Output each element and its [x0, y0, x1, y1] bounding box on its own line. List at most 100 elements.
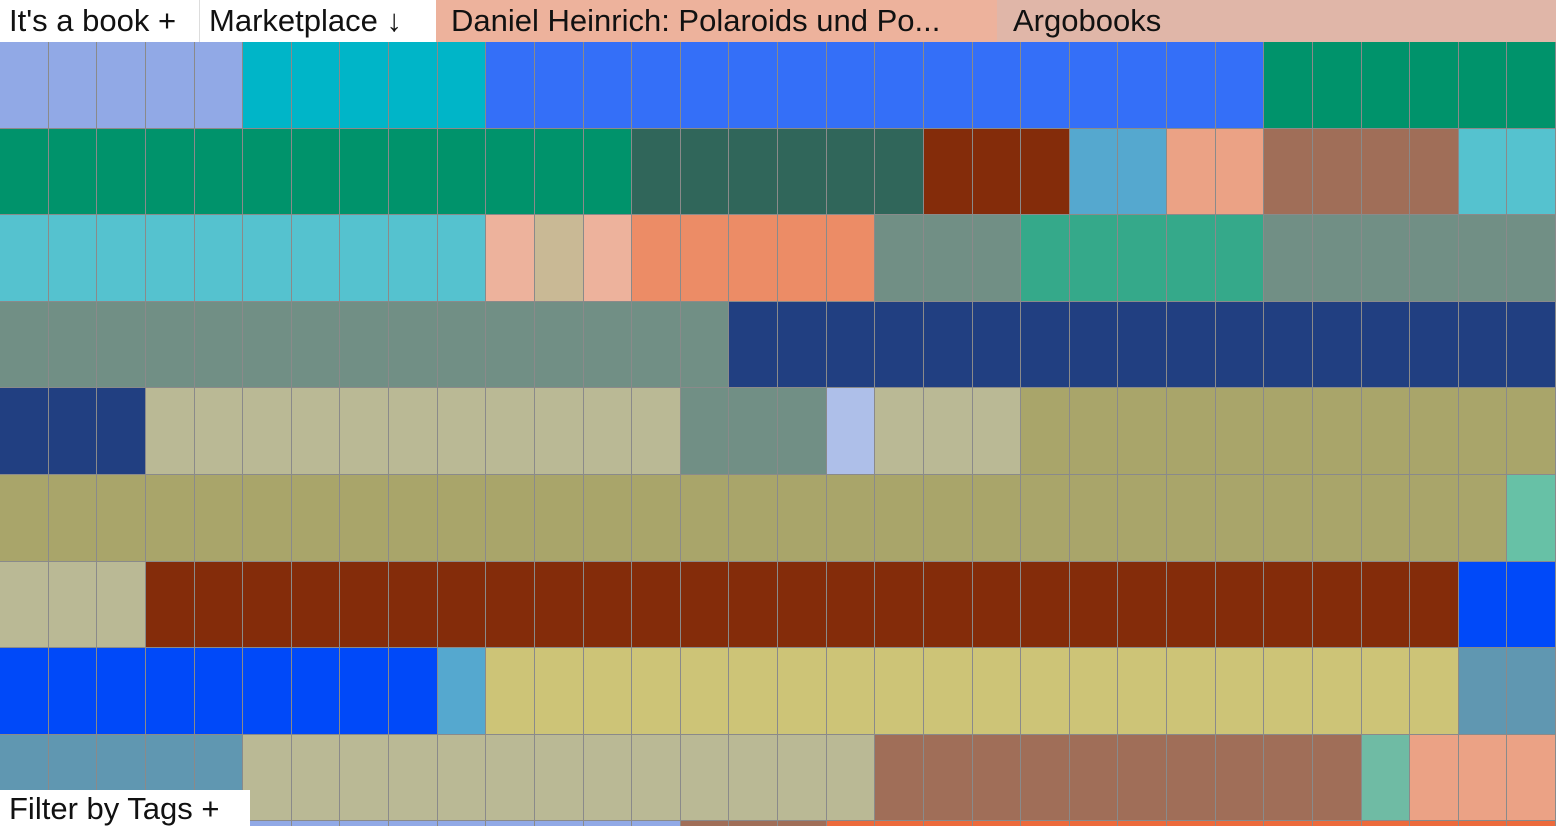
book-tile[interactable] — [1069, 648, 1119, 735]
book-tile[interactable] — [632, 128, 681, 216]
nav-item[interactable]: It's a book + — [0, 0, 200, 42]
book-tile[interactable] — [1167, 388, 1216, 475]
book-tile[interactable] — [48, 128, 98, 216]
book-tile[interactable] — [826, 301, 876, 389]
book-tile[interactable] — [534, 388, 584, 475]
book-tile[interactable] — [243, 301, 292, 389]
book-tile[interactable] — [1215, 648, 1265, 735]
book-tile[interactable] — [826, 215, 876, 302]
book-tile[interactable] — [923, 821, 973, 826]
book-tile[interactable] — [97, 128, 146, 216]
book-tile[interactable] — [48, 215, 98, 302]
book-tile[interactable] — [1167, 561, 1216, 649]
book-tile[interactable] — [97, 388, 146, 475]
book-tile[interactable] — [632, 475, 681, 562]
book-tile[interactable] — [48, 648, 98, 735]
book-tile[interactable] — [340, 388, 389, 475]
book-tile[interactable] — [826, 42, 876, 129]
book-tile[interactable] — [243, 821, 292, 826]
book-tile[interactable] — [0, 301, 49, 389]
book-tile[interactable] — [778, 561, 827, 649]
book-tile[interactable] — [972, 648, 1022, 735]
book-tile[interactable] — [1118, 821, 1167, 826]
book-tile[interactable] — [340, 821, 389, 826]
book-tile[interactable] — [1167, 821, 1216, 826]
book-tile[interactable] — [1069, 475, 1119, 562]
book-tile[interactable] — [1264, 301, 1313, 389]
book-tile[interactable] — [486, 215, 535, 302]
book-tile[interactable] — [680, 821, 730, 826]
book-tile[interactable] — [923, 42, 973, 129]
book-tile[interactable] — [1021, 821, 1070, 826]
book-tile[interactable] — [583, 648, 633, 735]
book-tile[interactable] — [145, 128, 195, 216]
book-tile[interactable] — [1458, 301, 1508, 389]
book-tile[interactable] — [243, 42, 292, 129]
book-tile[interactable] — [1458, 561, 1508, 649]
book-tile[interactable] — [1215, 128, 1265, 216]
book-tile[interactable] — [875, 42, 924, 129]
book-tile[interactable] — [1361, 42, 1411, 129]
book-tile[interactable] — [1167, 42, 1216, 129]
book-tile[interactable] — [1069, 821, 1119, 826]
book-tile[interactable] — [437, 475, 487, 562]
book-tile[interactable] — [194, 301, 244, 389]
book-tile[interactable] — [680, 561, 730, 649]
book-tile[interactable] — [826, 128, 876, 216]
book-tile[interactable] — [389, 301, 438, 389]
book-tile[interactable] — [778, 42, 827, 129]
book-tile[interactable] — [1264, 561, 1313, 649]
book-tile[interactable] — [437, 215, 487, 302]
book-tile[interactable] — [291, 215, 341, 302]
book-tile[interactable] — [923, 648, 973, 735]
book-tile[interactable] — [1458, 734, 1508, 822]
book-tile[interactable] — [1167, 215, 1216, 302]
book-tile[interactable] — [1167, 128, 1216, 216]
book-tile[interactable] — [632, 648, 681, 735]
book-tile[interactable] — [1507, 388, 1556, 475]
book-tile[interactable] — [437, 648, 487, 735]
book-tile[interactable] — [291, 42, 341, 129]
book-tile[interactable] — [1215, 475, 1265, 562]
book-tile[interactable] — [875, 215, 924, 302]
book-tile[interactable] — [923, 215, 973, 302]
book-tile[interactable] — [1264, 734, 1313, 822]
book-tile[interactable] — [48, 561, 98, 649]
book-tile[interactable] — [534, 561, 584, 649]
book-tile[interactable] — [680, 42, 730, 129]
book-tile[interactable] — [1458, 821, 1508, 826]
book-tile[interactable] — [1167, 301, 1216, 389]
book-tile[interactable] — [243, 128, 292, 216]
book-tile[interactable] — [1069, 734, 1119, 822]
book-tile[interactable] — [583, 561, 633, 649]
book-tile[interactable] — [486, 42, 535, 129]
book-tile[interactable] — [1312, 42, 1362, 129]
book-tile[interactable] — [826, 734, 876, 822]
book-tile[interactable] — [1361, 821, 1411, 826]
book-tile[interactable] — [923, 475, 973, 562]
book-tile[interactable] — [1410, 648, 1459, 735]
book-tile[interactable] — [145, 561, 195, 649]
book-tile[interactable] — [583, 301, 633, 389]
book-tile[interactable] — [145, 301, 195, 389]
book-tile[interactable] — [291, 475, 341, 562]
book-tile[interactable] — [1458, 475, 1508, 562]
book-tile[interactable] — [778, 215, 827, 302]
book-tile[interactable] — [1410, 301, 1459, 389]
book-tile[interactable] — [0, 475, 49, 562]
book-tile[interactable] — [1069, 388, 1119, 475]
book-tile[interactable] — [291, 821, 341, 826]
book-tile[interactable] — [875, 301, 924, 389]
book-tile[interactable] — [145, 648, 195, 735]
book-tile[interactable] — [632, 215, 681, 302]
book-tile[interactable] — [1215, 734, 1265, 822]
book-tile[interactable] — [632, 301, 681, 389]
book-tile[interactable] — [778, 301, 827, 389]
book-tile[interactable] — [826, 388, 876, 475]
book-tile[interactable] — [875, 648, 924, 735]
book-tile[interactable] — [1167, 648, 1216, 735]
book-tile[interactable] — [1458, 42, 1508, 129]
book-tile[interactable] — [194, 561, 244, 649]
book-tile[interactable] — [486, 301, 535, 389]
book-tile[interactable] — [291, 561, 341, 649]
